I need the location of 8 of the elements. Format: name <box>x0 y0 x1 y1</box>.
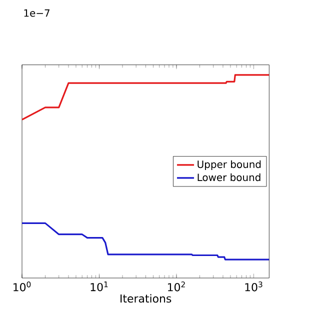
x-axis-title: Iterations <box>120 294 172 303</box>
legend-label: Lower bound <box>198 173 260 182</box>
text: 1e−7 <box>24 9 50 17</box>
x-tick-label: 10$^{0}$ <box>14 282 31 292</box>
legend-label: Upper bound <box>198 160 261 170</box>
x-tick-label: 10$^{2}$ <box>168 282 185 292</box>
x-tick-label: 10$^{1}$ <box>90 282 108 292</box>
x-tick-label: 10$^{3}$ <box>245 282 262 292</box>
